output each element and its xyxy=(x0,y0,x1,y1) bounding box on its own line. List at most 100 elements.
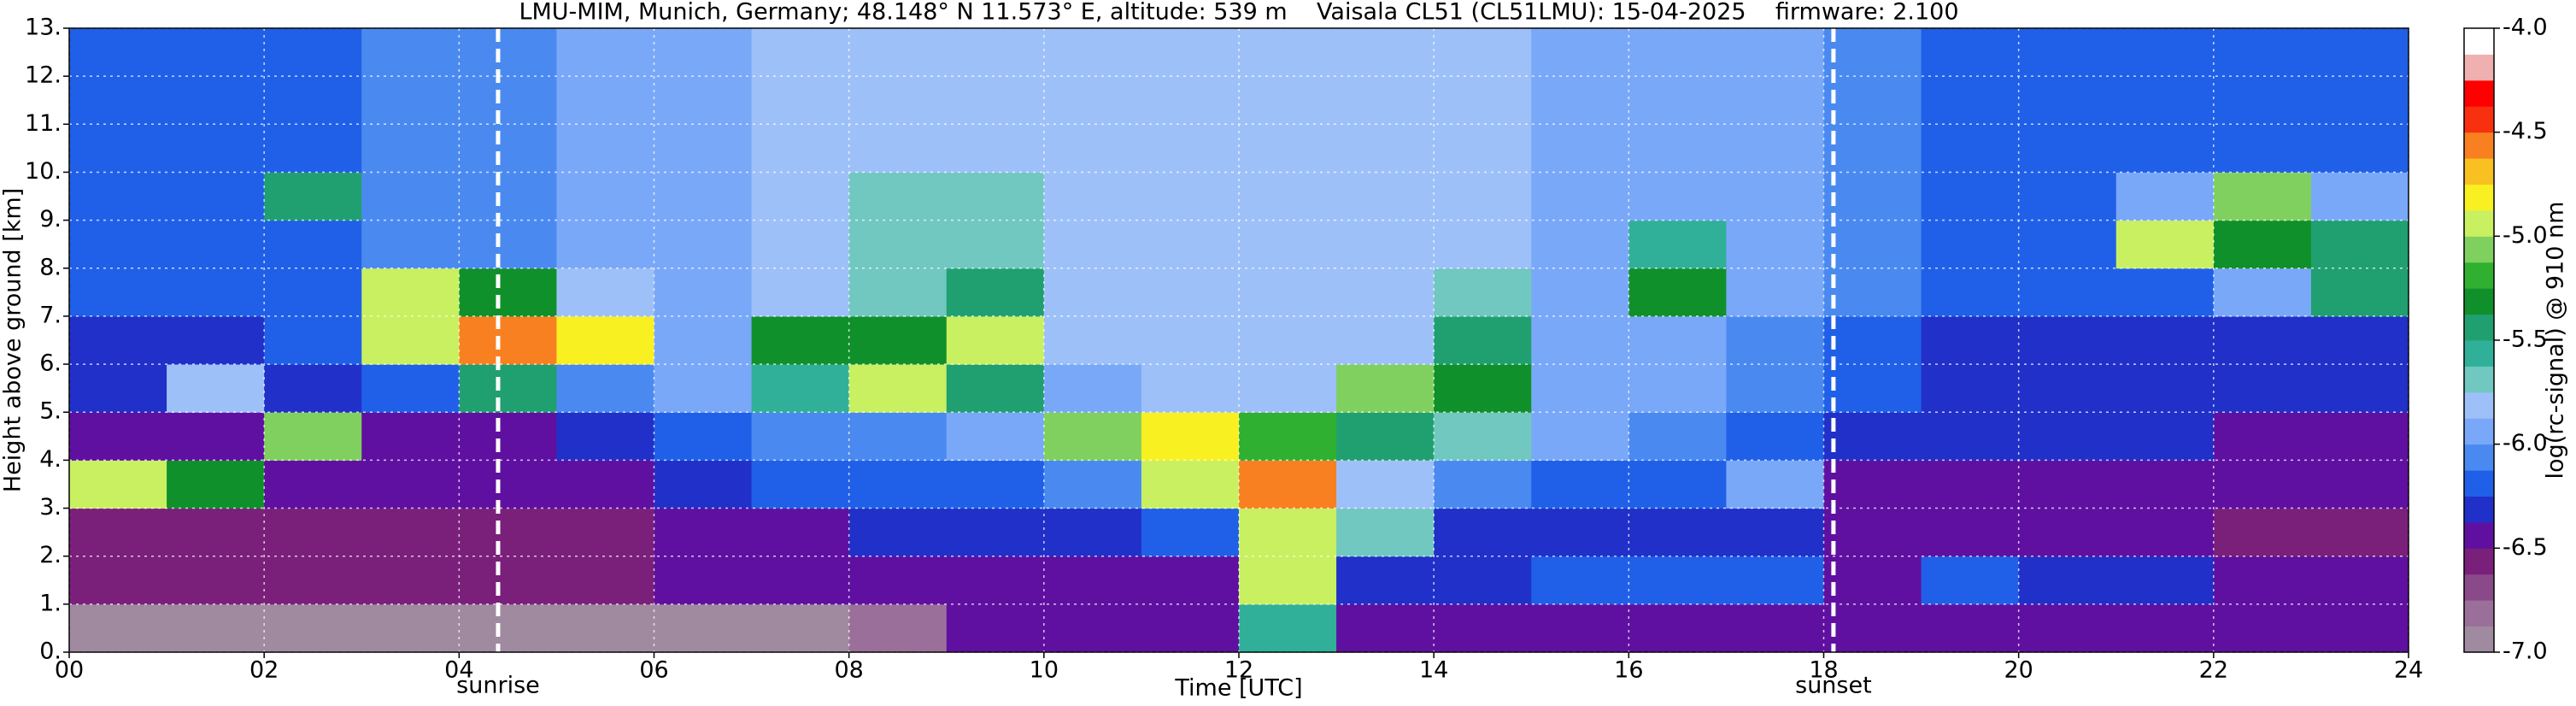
heatmap-cell xyxy=(1921,315,2020,365)
heatmap-cell xyxy=(654,76,753,125)
y-tick-label: 11. xyxy=(25,110,62,137)
heatmap-cell xyxy=(264,28,362,77)
colorbar-segment xyxy=(2464,444,2494,471)
heatmap-cell xyxy=(167,76,265,125)
heatmap-cell xyxy=(1141,508,1240,557)
heatmap-cell xyxy=(556,268,654,317)
heatmap-cell xyxy=(2018,508,2117,557)
heatmap-cell xyxy=(2310,76,2409,125)
heatmap-cell xyxy=(556,76,654,125)
colorbar-segment xyxy=(2464,262,2494,289)
colorbar-segment xyxy=(2464,626,2494,653)
heatmap-cell xyxy=(1239,315,1337,365)
heatmap-cell xyxy=(167,556,265,605)
heatmap-cell xyxy=(361,124,460,173)
heatmap-cell xyxy=(1434,172,1532,221)
heatmap-cell xyxy=(1239,76,1337,125)
colorbar-segment xyxy=(2464,418,2494,445)
heatmap-cell xyxy=(361,220,460,269)
heatmap-cell xyxy=(751,220,850,269)
y-tick-label: 0. xyxy=(39,638,62,665)
heatmap-cell xyxy=(848,603,948,653)
heatmap-cell xyxy=(654,268,753,317)
colorbar-segment xyxy=(2464,470,2494,497)
heatmap-cell xyxy=(1823,220,1922,269)
heatmap-cell xyxy=(946,364,1045,413)
heatmap-cell xyxy=(1336,172,1435,221)
heatmap-cell xyxy=(459,508,557,557)
heatmap-cell xyxy=(751,603,850,653)
heatmap-cell xyxy=(1043,508,1142,557)
heatmap-cell xyxy=(1726,364,1824,413)
heatmap-cell xyxy=(1726,603,1824,653)
heatmap-cell xyxy=(2018,268,2117,317)
heatmap-cell xyxy=(264,315,362,365)
heatmap-cell xyxy=(1434,28,1532,77)
heatmap-cell xyxy=(1239,124,1337,173)
heatmap-cell xyxy=(459,268,557,317)
heatmap-cell xyxy=(459,220,557,269)
heatmap-cell xyxy=(1141,412,1240,461)
heatmap-cell xyxy=(2310,412,2409,461)
heatmap-cell xyxy=(1628,603,1727,653)
heatmap-cell xyxy=(1434,76,1532,125)
heatmap-cell xyxy=(2018,603,2117,653)
heatmap-cell xyxy=(69,556,167,605)
heatmap-cell xyxy=(264,268,362,317)
heatmap-cell xyxy=(1531,76,1629,125)
heatmap-cell xyxy=(946,172,1045,221)
x-tick-label: 20 xyxy=(2004,657,2033,684)
heatmap-cell xyxy=(2018,28,2117,77)
heatmap-cell xyxy=(848,556,948,605)
heatmap-cell xyxy=(946,315,1045,365)
heatmap-cell xyxy=(1628,172,1727,221)
heatmap-cell xyxy=(361,28,460,77)
heatmap-cell xyxy=(2115,76,2215,125)
heatmap-cell xyxy=(167,124,265,173)
colorbar-tick-label: -6.5 xyxy=(2503,534,2548,561)
heatmap-cell xyxy=(361,412,460,461)
heatmap-cell xyxy=(1823,364,1922,413)
heatmap-cell xyxy=(1336,124,1435,173)
heatmap-cell xyxy=(556,315,654,365)
heatmap-cell xyxy=(1531,315,1629,365)
y-tick-label: 5. xyxy=(39,398,62,425)
heatmap-cell xyxy=(848,460,948,509)
heatmap-cell xyxy=(459,412,557,461)
heatmap-cell xyxy=(1628,76,1727,125)
heatmap-cell xyxy=(751,124,850,173)
y-axis-label: Height above ground [km] xyxy=(0,188,26,492)
colorbar-segment xyxy=(2464,54,2494,81)
heatmap-cell xyxy=(361,508,460,557)
heatmap-cell xyxy=(2115,28,2215,77)
heatmap-cell xyxy=(264,460,362,509)
heatmap-cell xyxy=(946,28,1045,77)
heatmap-cell xyxy=(751,412,850,461)
heatmap-cell xyxy=(1921,76,2020,125)
heatmap-cell xyxy=(1336,76,1435,125)
heatmap-cell xyxy=(2213,556,2312,605)
heatmap-cell xyxy=(2018,220,2117,269)
heatmap-cell xyxy=(1921,603,2020,653)
heatmap-cell xyxy=(69,172,167,221)
heatmap-cell xyxy=(2310,508,2409,557)
heatmap-cell xyxy=(459,76,557,125)
heatmap-cell xyxy=(556,364,654,413)
y-tick-label: 7. xyxy=(39,302,62,328)
heatmap-cell xyxy=(1921,508,2020,557)
heatmap-cell xyxy=(1434,556,1532,605)
heatmap-cell xyxy=(2213,172,2312,221)
x-tick-label: 00 xyxy=(55,657,84,684)
heatmap-cell xyxy=(1336,508,1435,557)
heatmap-cell xyxy=(2310,268,2409,317)
heatmap-cell xyxy=(1628,364,1727,413)
heatmap-cell xyxy=(946,268,1045,317)
heatmap-cell xyxy=(1531,603,1629,653)
heatmap-cell xyxy=(1043,124,1142,173)
heatmap-cell xyxy=(264,220,362,269)
heatmap-cell xyxy=(1141,220,1240,269)
heatmap-cell xyxy=(1141,315,1240,365)
heatmap-cell xyxy=(2310,172,2409,221)
heatmap-cell xyxy=(1628,460,1727,509)
